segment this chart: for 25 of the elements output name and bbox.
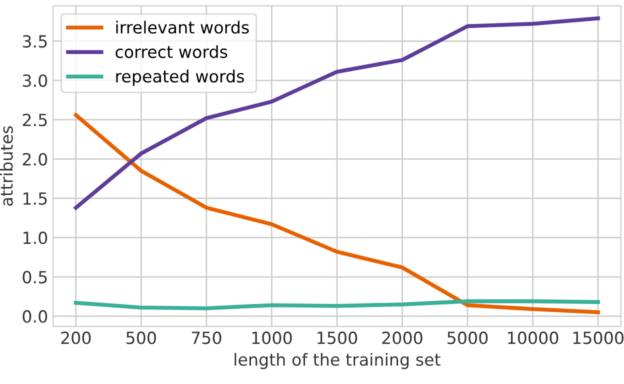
- x-tick-label: 10000: [508, 332, 558, 344]
- x-tick-label: 200: [61, 332, 91, 344]
- y-tick-label: 0.5: [22, 270, 47, 284]
- x-tick-label: 1000: [252, 332, 292, 344]
- x-tick-label: 5000: [448, 332, 488, 344]
- y-tick-label: 2.0: [22, 152, 48, 166]
- y-tick-label: 0.0: [22, 310, 48, 323]
- legend-label: repeated words: [116, 70, 244, 86]
- line-series: [74, 16, 600, 210]
- y-axis-title: attributes: [0, 126, 13, 206]
- legend-label: correct words: [116, 45, 228, 58]
- line-series: [74, 113, 600, 314]
- x-tick-label: 750: [192, 332, 222, 344]
- legend-label: irrelevant words: [116, 20, 249, 34]
- y-tick-label: 1.0: [24, 232, 48, 244]
- y-tick-label: 3.5: [22, 35, 47, 48]
- x-tick-label: 1500: [318, 332, 358, 344]
- y-tick-label: 1.5: [24, 192, 47, 205]
- y-tick-label: 2.5: [22, 114, 47, 126]
- x-tick-label: 2000: [382, 332, 422, 344]
- x-tick-label: 15000: [573, 332, 624, 344]
- line-series: [74, 299, 600, 310]
- x-axis-title: length of the training set: [234, 352, 440, 370]
- y-tick-label: 3.0: [22, 74, 48, 87]
- x-tick-label: 500: [126, 332, 156, 344]
